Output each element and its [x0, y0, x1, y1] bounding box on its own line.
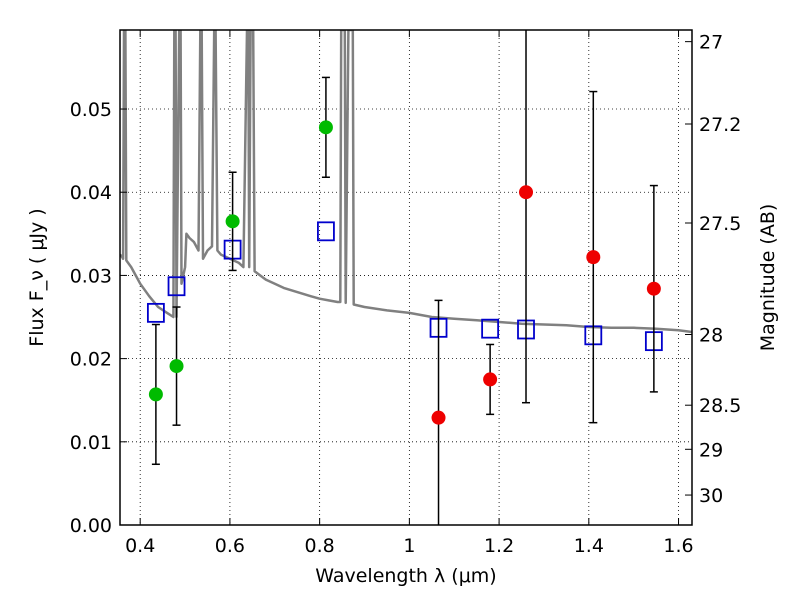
- axis-ticks: 0.4 0.6 0.8 1 1.2 1.4 1.6 0.00 0.01 0.02 0.03 0.04 0…: [70, 30, 741, 557]
- x-tick-label: 0.8: [305, 535, 335, 557]
- y-tick-label: 0.02: [70, 349, 112, 371]
- right-tick-label: 29: [699, 439, 723, 461]
- y-tick-label: 0.05: [70, 99, 112, 121]
- x-axis-label: Wavelength λ (μm): [315, 565, 496, 587]
- model-flux-square: [317, 221, 335, 242]
- right-tick-label: 28: [699, 324, 723, 346]
- model-flux-square: [146, 302, 165, 323]
- right-tick-label: 27.2: [699, 114, 741, 136]
- y-axis-label: Flux F_ν ( μJy ): [26, 208, 48, 346]
- y-tick-label: 0.01: [70, 432, 112, 454]
- right-tick-label: 30: [699, 485, 723, 507]
- right-tick-label: 27.5: [699, 213, 741, 235]
- right-tick-label: 27: [699, 32, 723, 54]
- model-flux-square: [481, 318, 500, 339]
- plot-frame: [119, 29, 693, 526]
- y-tick-label: 0.00: [70, 515, 112, 537]
- x-tick-label: 0.6: [215, 535, 245, 557]
- flux-point: [148, 387, 163, 402]
- x-tick-label: 1.4: [574, 535, 604, 557]
- flux-point: [586, 250, 601, 265]
- flux-point: [318, 120, 333, 135]
- flux-point: [483, 372, 498, 387]
- right-axis-label: Magnitude (AB): [757, 204, 779, 352]
- flux-point: [431, 410, 446, 425]
- plot-area: [120, 30, 692, 525]
- x-tick-label: 1.2: [484, 535, 514, 557]
- flux-point: [519, 185, 534, 200]
- y-tick-label: 0.04: [70, 182, 112, 204]
- x-tick-label: 1.6: [663, 535, 693, 557]
- flux-point: [225, 214, 240, 229]
- y-tick-label: 0.03: [70, 265, 112, 287]
- flux-point: [646, 281, 661, 296]
- flux-point: [169, 359, 184, 374]
- model-flux-square: [167, 276, 186, 297]
- x-tick-label: 1: [403, 535, 415, 557]
- grid: [120, 30, 692, 526]
- x-tick-label: 0.4: [125, 535, 155, 557]
- model-spectrum-line: [120, 30, 692, 334]
- right-tick-label: 28.5: [699, 395, 741, 417]
